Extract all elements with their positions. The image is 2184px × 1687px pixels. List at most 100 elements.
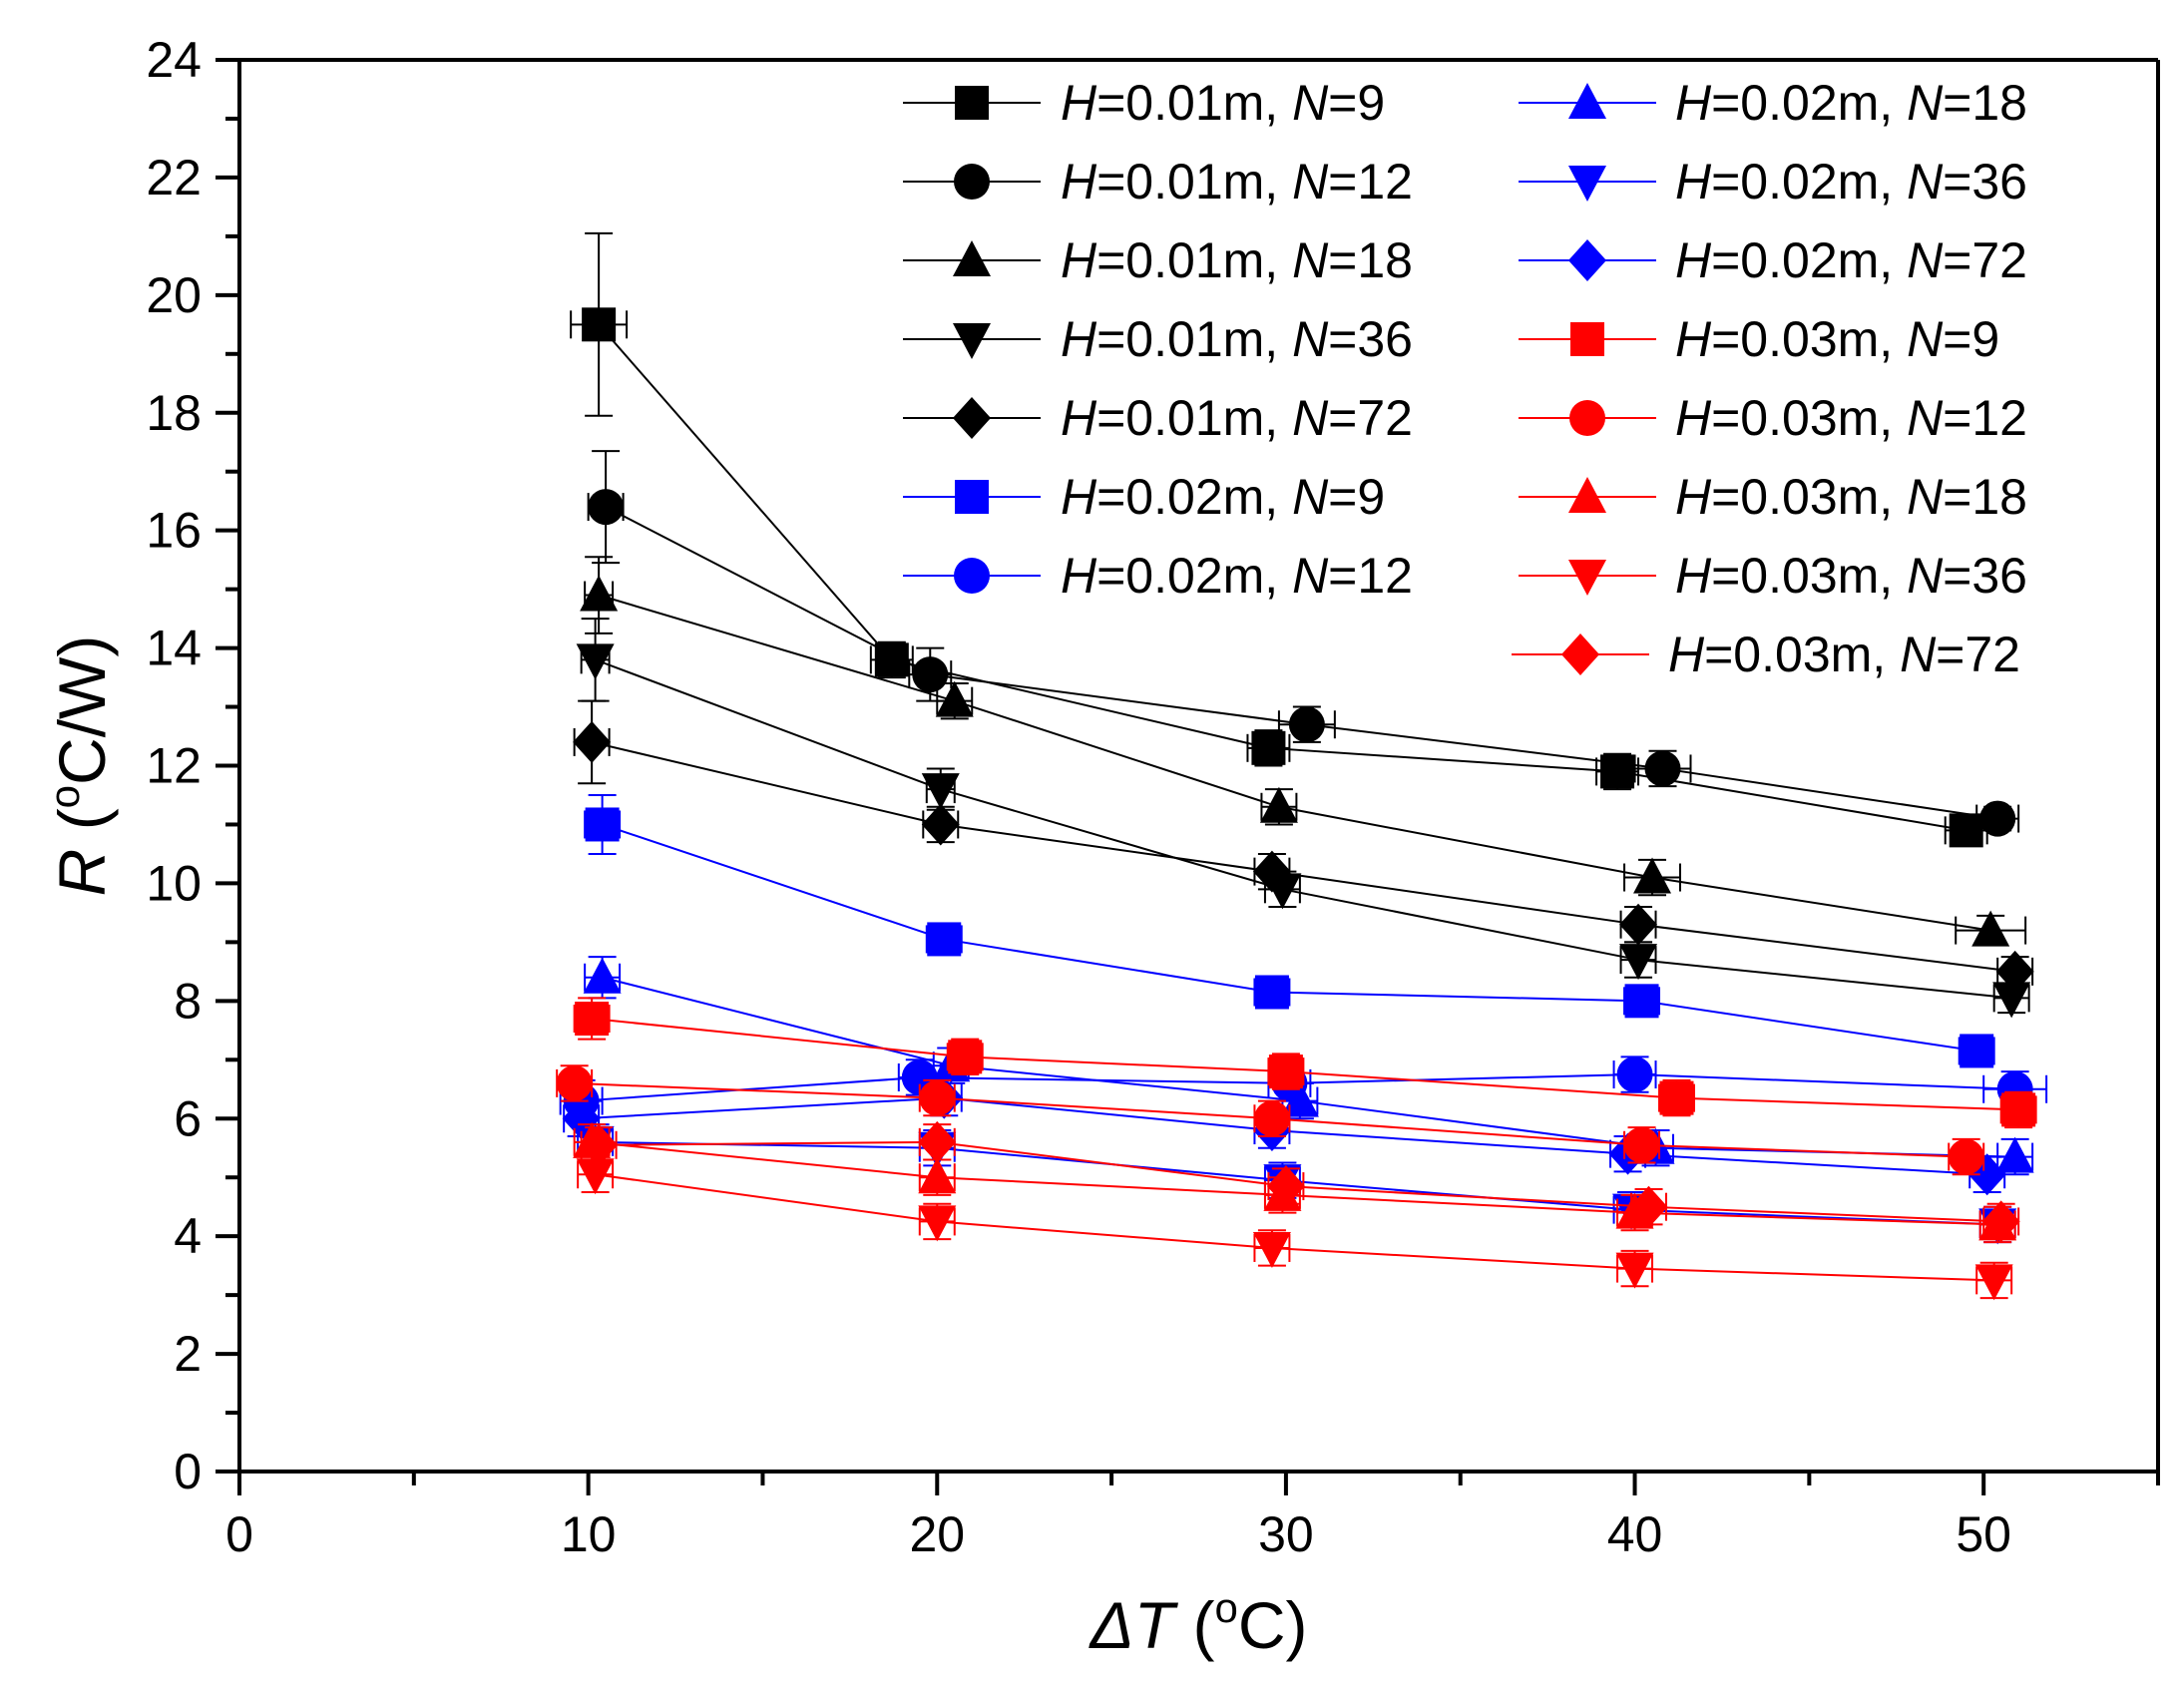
- series-0.01m-N9: [570, 231, 1988, 848]
- data-point: [1616, 1056, 1653, 1093]
- data-point: [1288, 706, 1325, 743]
- data-point: [1266, 1165, 1305, 1208]
- data-point: [585, 807, 620, 842]
- data-point: [1974, 1264, 2013, 1301]
- data-point: [1268, 1054, 1303, 1089]
- legend-item-0.02m-N36: H=0.02m, N=36: [1519, 154, 2027, 210]
- data-point: [580, 575, 619, 612]
- legend-marker: [954, 164, 990, 200]
- legend-marker: [1568, 83, 1606, 119]
- legend-marker: [953, 240, 991, 276]
- legend-item-0.03m-N18: H=0.03m, N=18: [1519, 469, 2027, 525]
- legend-label: H=0.02m, N=12: [1061, 548, 1413, 604]
- data-point: [921, 803, 960, 846]
- data-point: [1971, 910, 2010, 947]
- legend-marker: [953, 397, 991, 439]
- legend-item-0.02m-N72: H=0.02m, N=72: [1519, 232, 2027, 288]
- y-tick-label: 6: [174, 1090, 202, 1146]
- data-point: [1633, 857, 1672, 894]
- data-point: [1619, 903, 1658, 946]
- series-0.01m-N72: [573, 699, 2034, 993]
- legend-marker: [955, 86, 989, 120]
- data-point: [927, 922, 962, 957]
- legend-label: H=0.02m, N=72: [1675, 232, 2027, 288]
- legend-label: H=0.01m, N=9: [1061, 75, 1385, 131]
- legend-item-0.02m-N9: H=0.02m, N=9: [903, 469, 1385, 525]
- series-0.02m-N18: [583, 956, 2034, 1176]
- data-point: [912, 656, 949, 693]
- series-line: [602, 976, 2015, 1158]
- legend-marker: [1568, 166, 1606, 202]
- data-point: [1615, 1252, 1654, 1289]
- data-point: [1992, 982, 2031, 1019]
- legend-item-0.01m-N12: H=0.01m, N=12: [903, 154, 1413, 210]
- series-line: [591, 740, 2015, 973]
- data-point: [576, 643, 615, 680]
- legend-label: H=0.02m, N=9: [1061, 469, 1385, 525]
- data-point: [1659, 1080, 1694, 1115]
- legend-item-0.03m-N9: H=0.03m, N=9: [1519, 311, 1999, 367]
- legend-label: H=0.02m, N=18: [1675, 75, 2027, 131]
- x-tick-label: 0: [225, 1506, 253, 1562]
- legend-marker: [1568, 560, 1606, 596]
- series-0.03m-N36: [576, 1155, 2013, 1301]
- y-tick-label: 4: [174, 1208, 202, 1264]
- data-point: [1624, 984, 1659, 1019]
- y-tick-label: 18: [146, 385, 202, 441]
- series-0.03m-N9: [573, 997, 2037, 1129]
- y-tick-label: 10: [146, 855, 202, 911]
- data-point: [948, 1040, 983, 1074]
- legend-item-0.03m-N72: H=0.03m, N=72: [1512, 627, 2020, 682]
- data-point: [918, 1157, 957, 1194]
- x-tick-label: 50: [1956, 1506, 2011, 1562]
- legend-label: H=0.01m, N=12: [1061, 154, 1413, 210]
- y-tick-label: 2: [174, 1326, 202, 1382]
- legend-label: H=0.03m, N=18: [1675, 469, 2027, 525]
- data-point: [1619, 944, 1658, 981]
- series-0.03m-N72: [580, 1120, 2020, 1243]
- legend-label: H=0.03m, N=9: [1675, 311, 1999, 367]
- data-point: [583, 957, 622, 994]
- data-point: [582, 307, 617, 342]
- data-point: [1259, 786, 1298, 823]
- legend-item-0.01m-N18: H=0.01m, N=18: [903, 232, 1413, 288]
- data-point: [1252, 850, 1291, 893]
- legend-marker: [1568, 239, 1606, 281]
- data-point: [1251, 730, 1286, 765]
- data-point: [1948, 1138, 1984, 1175]
- x-tick-label: 10: [561, 1506, 617, 1562]
- data-point: [919, 1079, 956, 1116]
- legend-marker: [953, 323, 991, 359]
- y-tick-label: 22: [146, 150, 202, 206]
- legend-item-0.01m-N36: H=0.01m, N=36: [903, 311, 1413, 367]
- y-tick-label: 14: [146, 621, 202, 676]
- legend-marker: [1568, 477, 1606, 513]
- y-tick-label: 0: [174, 1444, 202, 1499]
- legend-item-0.03m-N36: H=0.03m, N=36: [1519, 548, 2027, 604]
- data-point: [1960, 1034, 1994, 1068]
- data-point: [1252, 1231, 1291, 1268]
- plot-area: [556, 231, 2048, 1301]
- y-tick-label: 24: [146, 32, 202, 88]
- y-tick-label: 12: [146, 738, 202, 794]
- data-point: [1981, 1200, 2020, 1243]
- legend-marker: [1561, 633, 1599, 675]
- legend-label: H=0.03m, N=36: [1675, 548, 2027, 604]
- legend-item-0.03m-N12: H=0.03m, N=12: [1519, 390, 2027, 446]
- data-point: [588, 489, 625, 526]
- legend-label: H=0.02m, N=36: [1675, 154, 2027, 210]
- legend-item-0.02m-N18: H=0.02m, N=18: [1519, 75, 2027, 131]
- series-0.01m-N12: [587, 450, 2020, 837]
- data-point: [576, 1158, 615, 1195]
- series-0.03m-N12: [556, 1064, 1985, 1176]
- legend-marker: [1570, 322, 1604, 356]
- data-point: [1644, 750, 1681, 787]
- data-point: [935, 680, 974, 717]
- data-point: [580, 1123, 619, 1166]
- data-point: [1600, 754, 1635, 789]
- legend-label: H=0.01m, N=18: [1061, 232, 1413, 288]
- legend-marker: [1569, 400, 1605, 436]
- y-tick-label: 20: [146, 267, 202, 323]
